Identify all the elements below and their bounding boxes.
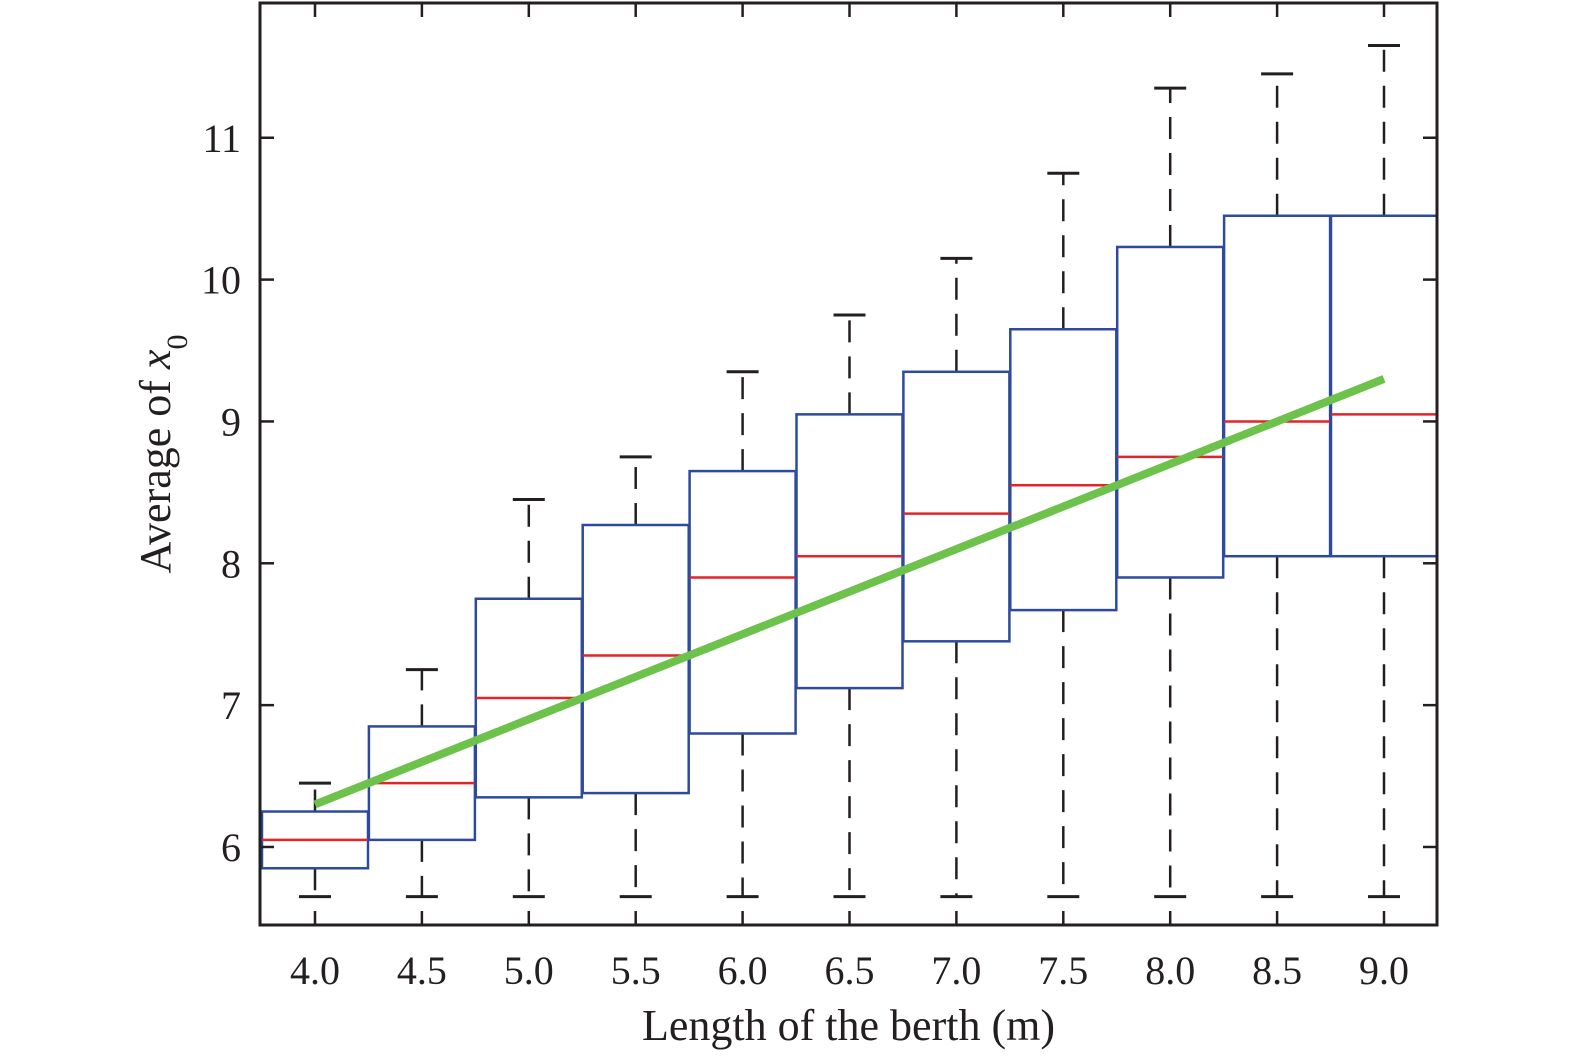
box-iqr <box>688 469 797 735</box>
x-tick-label: 6.5 <box>825 948 875 993</box>
box-6.5 <box>795 313 904 899</box>
x-tick-label: 4.0 <box>290 948 340 993</box>
trend-line <box>313 375 1386 809</box>
x-tick-label: 8.5 <box>1252 948 1302 993</box>
x-tick-label: 7.0 <box>931 948 981 993</box>
axis-ticks: 4.0 4.5 5.0 5.5 6.0 6.5 7.0 7.5 8.0 8.5 9.0 6 7 8 9 10 1… <box>201 3 1437 993</box>
y-tick-label: 10 <box>201 258 241 303</box>
x-axis-title: Length of the berth (m) <box>642 1001 1055 1050</box>
box-7.5 <box>1009 171 1118 899</box>
y-tick-label: 9 <box>221 399 241 444</box>
box-6.0 <box>688 370 797 899</box>
y-axis-title: Average of x0 <box>131 335 194 574</box>
box-9.0 <box>1329 44 1439 899</box>
box-iqr <box>1329 214 1439 558</box>
box-7.0 <box>902 256 1011 899</box>
y-axis-title-var: x <box>131 349 180 370</box>
y-tick-label: 7 <box>221 683 241 728</box>
x-tick-label: 6.0 <box>718 948 768 993</box>
box-iqr <box>1115 245 1225 579</box>
box-iqr <box>795 413 904 690</box>
box-4.5 <box>367 668 477 899</box>
x-tick-label: 7.5 <box>1038 948 1088 993</box>
y-tick-label: 8 <box>221 541 241 586</box>
plot-area <box>260 44 1439 899</box>
box-4.0 <box>260 781 370 899</box>
y-tick-label: 6 <box>221 825 241 870</box>
box-8.0 <box>1115 86 1225 899</box>
box-iqr <box>1222 214 1332 558</box>
box-iqr <box>902 370 1011 643</box>
x-tick-label: 9.0 <box>1359 948 1409 993</box>
y-axis-title-sub: 0 <box>161 335 194 350</box>
y-axis-title-prefix: Average of <box>131 369 180 573</box>
x-tick-label: 5.5 <box>611 948 661 993</box>
box-5.0 <box>474 497 584 899</box>
x-tick-label: 8.0 <box>1145 948 1195 993</box>
box-8.5 <box>1222 72 1332 899</box>
x-tick-label: 5.0 <box>504 948 554 993</box>
y-tick-label: 11 <box>202 116 241 161</box>
x-tick-label: 4.5 <box>397 948 447 993</box>
box-iqr <box>1009 327 1118 612</box>
